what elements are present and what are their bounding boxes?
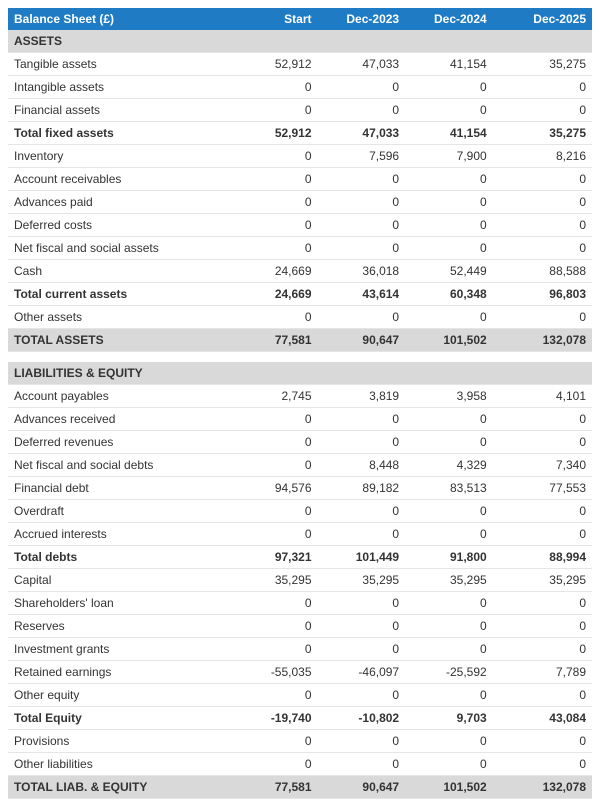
section-liabilities: LIABILITIES & EQUITY [8,362,592,385]
table-row: Other equity0000 [8,683,592,706]
table-row: Other liabilities0000 [8,752,592,775]
table-row: Advances paid0000 [8,191,592,214]
subtotal-row: Total debts97,321101,44991,80088,994 [8,545,592,568]
total-assets-row: TOTAL ASSETS77,58190,647101,502132,078 [8,329,592,352]
table-row: Provisions0000 [8,729,592,752]
section-assets: ASSETS [8,30,592,53]
table-row: Accrued interests0000 [8,522,592,545]
table-row: Account receivables0000 [8,168,592,191]
table-row: Reserves0000 [8,614,592,637]
subtotal-row: Total current assets24,66943,61460,34896… [8,283,592,306]
spacer-row [8,352,592,362]
subtotal-row: Total fixed assets52,91247,03341,15435,2… [8,122,592,145]
col-start: Start [230,8,318,30]
col-2023: Dec-2023 [318,8,406,30]
balance-sheet-table: Balance Sheet (£) Start Dec-2023 Dec-202… [8,8,592,799]
table-row: Intangible assets0000 [8,76,592,99]
subtotal-row: Total Equity-19,740-10,8029,70343,084 [8,706,592,729]
table-row: Deferred revenues0000 [8,430,592,453]
table-row: Overdraft0000 [8,499,592,522]
col-2025: Dec-2025 [493,8,592,30]
table-row: Financial debt94,57689,18283,51377,553 [8,476,592,499]
table-row: Cash24,66936,01852,44988,588 [8,260,592,283]
table-body: ASSETS Tangible assets52,91247,03341,154… [8,30,592,798]
table-row: Investment grants0000 [8,637,592,660]
table-row: Shareholders' loan0000 [8,591,592,614]
table-row: Net fiscal and social debts08,4484,3297,… [8,453,592,476]
table-row: Advances received0000 [8,407,592,430]
table-row: Deferred costs0000 [8,214,592,237]
header-title: Balance Sheet (£) [8,8,230,30]
table-row: Capital35,29535,29535,29535,295 [8,568,592,591]
table-row: Retained earnings-55,035-46,097-25,5927,… [8,660,592,683]
table-row: Tangible assets52,91247,03341,15435,275 [8,53,592,76]
col-2024: Dec-2024 [405,8,493,30]
table-row: Other assets0000 [8,306,592,329]
header-row: Balance Sheet (£) Start Dec-2023 Dec-202… [8,8,592,30]
table-row: Financial assets0000 [8,99,592,122]
table-row: Net fiscal and social assets0000 [8,237,592,260]
table-row: Inventory07,5967,9008,216 [8,145,592,168]
table-row: Account payables2,7453,8193,9584,101 [8,384,592,407]
total-liab-equity-row: TOTAL LIAB. & EQUITY77,58190,647101,5021… [8,775,592,798]
